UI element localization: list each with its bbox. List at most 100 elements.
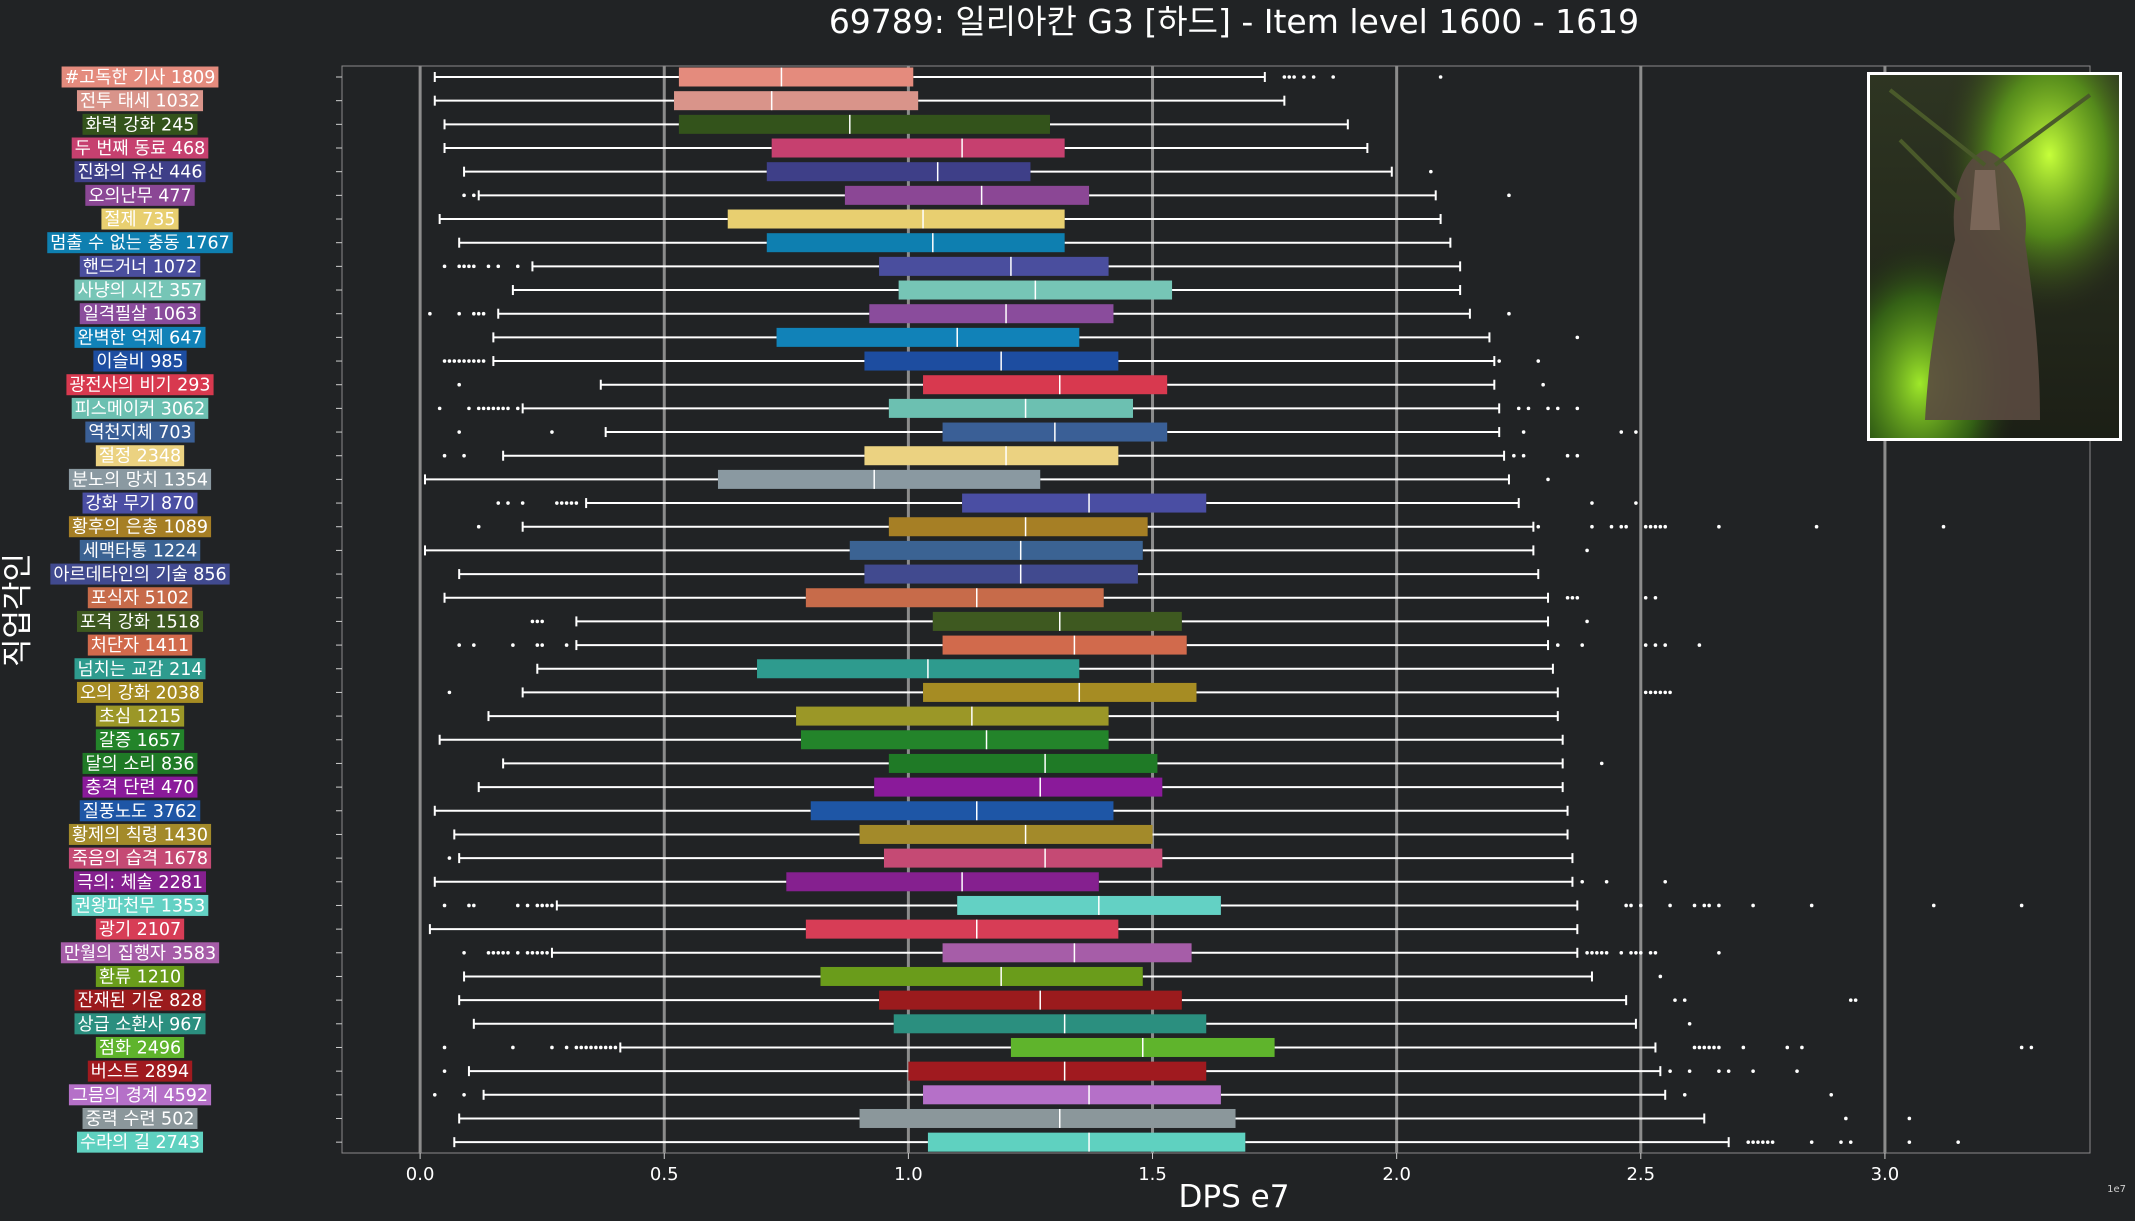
box-series	[463, 966, 1663, 986]
y-tick-label-bg	[68, 823, 212, 845]
outlier-point	[1541, 382, 1545, 387]
y-tick-label-bg	[79, 800, 201, 822]
outlier-point	[472, 193, 476, 198]
box	[879, 990, 1182, 1010]
y-tick-label-bg	[61, 66, 219, 88]
y-tick-label-bg	[60, 942, 220, 964]
outlier-point	[1682, 998, 1687, 1002]
outlier-point	[574, 1045, 579, 1050]
y-tick-label-group: 광전사의 비기 293	[66, 374, 342, 396]
outlier-point	[1570, 595, 1575, 600]
outlier-point	[491, 950, 496, 955]
outlier-point	[1839, 1140, 1843, 1144]
outlier-point	[442, 1069, 447, 1073]
outlier-point	[530, 619, 535, 624]
y-tick-label: 세맥타통 1224	[83, 541, 198, 561]
outlier-point	[1590, 524, 1594, 529]
outlier-point	[1658, 524, 1663, 529]
outlier-point	[1648, 690, 1653, 695]
outlier-point	[457, 382, 461, 387]
outlier-point	[2019, 903, 2024, 908]
outlier-point	[1692, 903, 1697, 908]
box-series	[433, 67, 1443, 87]
outlier-point	[515, 264, 520, 269]
box	[942, 943, 1192, 963]
y-tick-label-group: 절제 735	[101, 208, 342, 230]
outlier-point	[1507, 193, 1511, 198]
box-series	[496, 493, 1638, 513]
y-tick-label: 이슬비 985	[96, 352, 183, 372]
outlier-point	[1800, 1045, 1804, 1050]
outlier-point	[1575, 595, 1580, 600]
outlier-point	[1697, 1045, 1702, 1050]
outlier-point	[1751, 1069, 1755, 1073]
outlier-point	[1287, 75, 1292, 79]
box-series	[457, 422, 1638, 442]
y-tick-label-bg	[87, 634, 193, 656]
x-tick-label: 2.5	[1626, 1164, 1655, 1185]
y-tick-label-group: 피스메이커 3062	[71, 397, 342, 419]
outlier-point	[1599, 950, 1604, 955]
outlier-point	[472, 264, 476, 269]
outlier-point	[496, 264, 501, 269]
y-tick-label: 죽음의 습격 1678	[72, 849, 208, 869]
y-tick-label-bg	[85, 421, 195, 443]
outlier-point	[1546, 406, 1550, 411]
y-tick-label-bg	[95, 965, 185, 987]
outlier-point	[1814, 524, 1819, 529]
box-series	[458, 990, 1858, 1010]
y-tick-label-bg	[74, 161, 206, 183]
x-tick-label: 1.0	[894, 1164, 923, 1185]
outlier-point	[1302, 75, 1306, 79]
outlier-point	[501, 950, 505, 955]
y-tick-label-bg	[82, 752, 198, 774]
y-tick-label: 아르데타인의 기술 856	[53, 565, 226, 585]
outlier-point	[1717, 1045, 1721, 1050]
x-tick-label: 0.0	[406, 1164, 435, 1185]
box-series	[433, 872, 1668, 892]
y-tick-label-bg	[82, 776, 198, 798]
box	[864, 564, 1138, 584]
y-tick-label: 그믐의 경계 4592	[72, 1086, 208, 1106]
outlier-point	[2029, 1045, 2034, 1050]
outlier-point	[467, 903, 471, 908]
outlier-point	[1707, 1045, 1711, 1050]
y-tick-label-group: 갈증 1657	[95, 729, 342, 751]
y-tick-label-bg	[79, 303, 201, 325]
y-tick-label: 충격 단련 470	[86, 778, 195, 798]
y-tick-label-group: 이슬비 985	[93, 350, 342, 372]
outlier-point	[486, 264, 491, 269]
y-tick-label: 오의난무 477	[88, 186, 191, 206]
y-tick-label-group: 점화 2496	[95, 1036, 342, 1058]
outlier-point	[506, 406, 510, 411]
outlier-point	[476, 524, 481, 529]
y-tick-label: 사냥의 시간 357	[77, 281, 202, 301]
outlier-point	[457, 430, 461, 434]
y-tick-label: 절정 2348	[99, 447, 181, 467]
outlier-point	[437, 406, 442, 411]
outlier-point	[1809, 1140, 1814, 1144]
outlier-point	[1604, 879, 1609, 884]
outlier-point	[1717, 950, 1721, 955]
outlier-point	[515, 950, 520, 955]
outlier-point	[1692, 1045, 1697, 1050]
y-tick-label: 황후의 은총 1089	[72, 518, 208, 538]
y-tick-labels: #고독한 기사 1809 전투 태세 1032 화력 강화 245 두 번째 동료 4…	[47, 66, 342, 1153]
box	[859, 824, 1153, 844]
box-series	[462, 943, 1721, 963]
y-tick-label-bg	[50, 563, 230, 585]
outlier-point	[1311, 75, 1316, 79]
outlier-point	[467, 264, 471, 269]
grid-lines	[418, 66, 1887, 1153]
y-tick-label-bg	[101, 208, 179, 230]
outlier-point	[1629, 950, 1633, 955]
y-tick-label-group: 오의 강화 2038	[76, 681, 342, 703]
outlier-point	[1853, 998, 1858, 1002]
outlier-point	[462, 264, 466, 269]
y-tick-label-group: 환류 1210	[95, 965, 342, 987]
y-tick-label-bg	[95, 1036, 185, 1058]
outlier-point	[1673, 998, 1677, 1002]
outlier-point	[1497, 359, 1501, 363]
y-tick-label: 갈증 1657	[99, 731, 181, 751]
y-tick-label: 질풍노도 3762	[83, 802, 198, 822]
